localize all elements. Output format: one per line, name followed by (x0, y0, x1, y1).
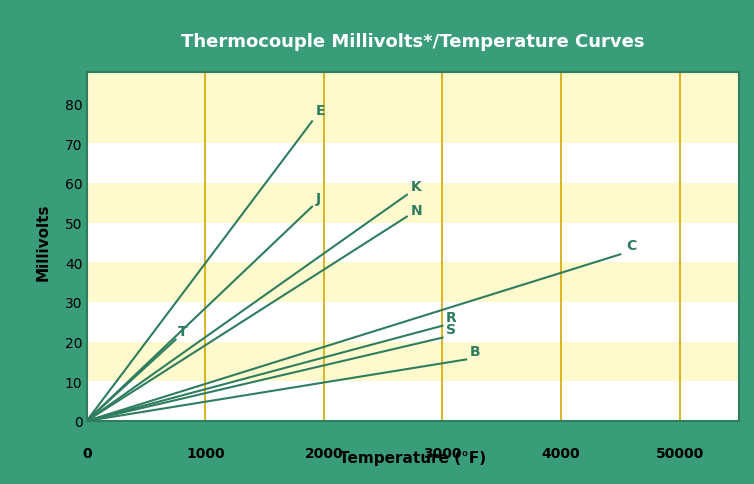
Text: Millivolts: Millivolts (36, 203, 51, 281)
Bar (87, 302, 739, 342)
Bar (87, 73, 739, 104)
Text: E: E (316, 104, 325, 118)
Text: S: S (446, 322, 456, 336)
Bar (87, 263, 739, 302)
Bar (87, 104, 739, 144)
Bar (87, 342, 739, 381)
Text: R: R (446, 310, 457, 324)
Bar (87, 381, 739, 421)
Bar (87, 223, 739, 263)
Text: T: T (178, 324, 188, 338)
Text: Temperature (°F): Temperature (°F) (339, 451, 486, 465)
Text: N: N (410, 203, 422, 217)
Text: C: C (627, 239, 636, 253)
Bar (87, 183, 739, 223)
Text: J: J (316, 191, 320, 205)
Text: B: B (470, 345, 480, 359)
Text: K: K (410, 180, 421, 194)
Text: Thermocouple Millivolts*/Temperature Curves: Thermocouple Millivolts*/Temperature Cur… (181, 33, 645, 51)
Bar (87, 144, 739, 183)
